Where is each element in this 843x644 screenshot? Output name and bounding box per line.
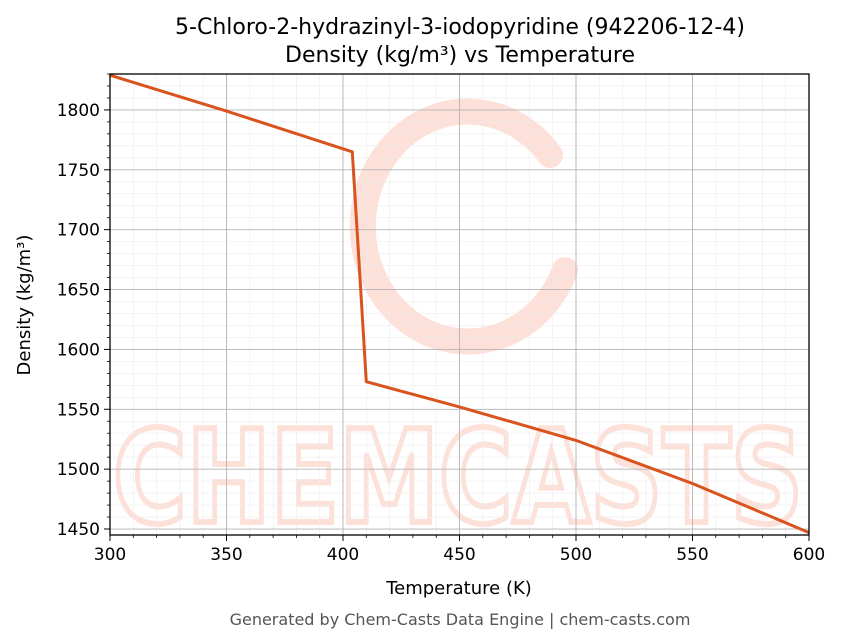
- x-tick-label: 400: [327, 545, 359, 565]
- y-tick-label: 1600: [57, 340, 100, 360]
- watermark-logo-icon: [349, 98, 578, 355]
- y-axis-label: Density (kg/m³): [14, 235, 35, 376]
- x-tick-label: 300: [94, 545, 126, 565]
- y-tick-label: 1750: [57, 161, 100, 181]
- y-tick-label: 1450: [57, 520, 100, 540]
- density-series-line: [109, 73, 810, 534]
- y-tick-label: 1550: [57, 400, 100, 420]
- chart-subtitle: Density (kg/m³) vs Temperature: [285, 43, 635, 68]
- y-tick-label: 1700: [57, 221, 100, 241]
- watermark-text: CHEMCASTS: [113, 404, 803, 553]
- y-tick-label: 1500: [57, 460, 100, 480]
- y-tick-label: 1650: [57, 281, 100, 301]
- y-tick-label: 1800: [57, 101, 100, 121]
- watermark: CHEMCASTS: [110, 98, 806, 556]
- x-axis-label: Temperature (K): [385, 578, 532, 599]
- y-axis: 1450 1500 1550 1600 1650 1700 1750 1800: [57, 73, 110, 540]
- x-tick-label: 350: [210, 545, 242, 565]
- x-tick-label: 600: [793, 545, 825, 565]
- x-tick-label: 500: [560, 545, 592, 565]
- x-axis: 300 350 400 450 500 550 600: [94, 535, 825, 565]
- x-tick-label: 550: [676, 545, 708, 565]
- x-tick-label: 450: [443, 545, 475, 565]
- footer-credit: Generated by Chem-Casts Data Engine | ch…: [230, 610, 691, 629]
- chart-title: 5-Chloro-2-hydrazinyl-3-iodopyridine (94…: [175, 15, 745, 40]
- series-layer: [109, 73, 810, 534]
